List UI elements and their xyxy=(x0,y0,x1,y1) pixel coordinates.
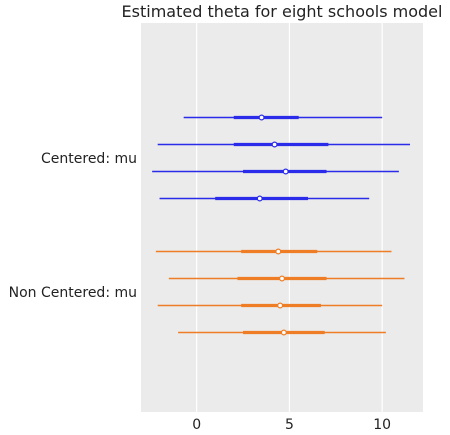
x-tick-label: 10 xyxy=(373,417,391,433)
point-estimate xyxy=(271,141,278,148)
x-tick-label: 5 xyxy=(285,417,294,433)
point-estimate xyxy=(282,168,289,175)
point-estimate xyxy=(275,248,282,255)
gridlines xyxy=(196,23,383,412)
group-label: Non Centered: mu xyxy=(9,285,137,301)
point-estimate xyxy=(256,195,263,202)
x-tick-label: 0 xyxy=(192,417,201,433)
point-estimate xyxy=(279,275,286,282)
point-estimate xyxy=(258,114,265,121)
group-label: Centered: mu xyxy=(41,151,137,167)
point-estimate xyxy=(277,302,284,309)
chain-intervals xyxy=(152,114,411,336)
axis-labels: 0 5 10 Centered: mu Non Centered: mu xyxy=(9,151,391,433)
plot-area xyxy=(141,23,423,412)
chart-title: Estimated theta for eight schools model xyxy=(122,2,443,21)
point-estimate xyxy=(280,329,287,336)
